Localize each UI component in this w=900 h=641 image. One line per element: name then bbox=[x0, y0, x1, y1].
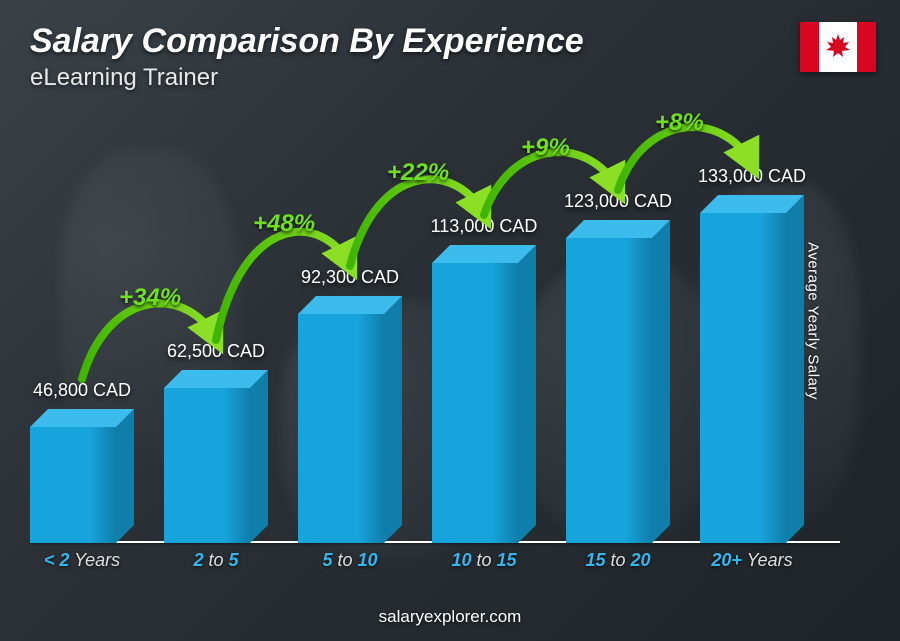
chart-subtitle: eLearning Trainer bbox=[30, 64, 218, 92]
flag-right-band bbox=[857, 22, 876, 72]
bar-front bbox=[432, 263, 518, 543]
category-label: 2 to 5 bbox=[164, 550, 268, 571]
bar-front bbox=[700, 213, 786, 543]
pct-increase: +8% bbox=[655, 109, 704, 137]
bar-chart: < 2 Years46,800 CAD2 to 562,500 CAD5 to … bbox=[30, 120, 840, 571]
category-label: 20+ Years bbox=[700, 550, 804, 571]
flag-canada bbox=[800, 22, 876, 72]
bar3d bbox=[164, 370, 268, 543]
bar-front bbox=[566, 238, 652, 543]
bar-side bbox=[384, 296, 402, 543]
bar3d bbox=[432, 245, 536, 543]
bar3d bbox=[700, 195, 804, 543]
pct-increase: +9% bbox=[521, 134, 570, 162]
footer-attribution: salaryexplorer.com bbox=[0, 607, 900, 627]
category-label: 10 to 15 bbox=[432, 550, 536, 571]
bar-side bbox=[518, 245, 536, 543]
chart-title: Salary Comparison By Experience bbox=[30, 22, 584, 61]
pct-increase: +48% bbox=[253, 210, 315, 238]
pct-increase: +34% bbox=[119, 284, 181, 312]
maple-leaf-icon bbox=[825, 33, 851, 61]
category-label: 15 to 20 bbox=[566, 550, 670, 571]
infographic-stage: Salary Comparison By Experience eLearnin… bbox=[0, 0, 900, 641]
category-label: 5 to 10 bbox=[298, 550, 402, 571]
bar3d bbox=[566, 220, 670, 543]
flag-left-band bbox=[800, 22, 819, 72]
bar-side bbox=[116, 409, 134, 543]
bar-side bbox=[786, 195, 804, 543]
flag-center bbox=[819, 22, 857, 72]
bar-top bbox=[30, 409, 134, 427]
bar-front bbox=[30, 427, 116, 543]
bar-side bbox=[250, 370, 268, 543]
pct-increase: +22% bbox=[387, 159, 449, 187]
category-label: < 2 Years bbox=[30, 550, 134, 571]
bar3d bbox=[30, 409, 134, 543]
bar-side bbox=[652, 220, 670, 543]
bar-front bbox=[164, 388, 250, 543]
